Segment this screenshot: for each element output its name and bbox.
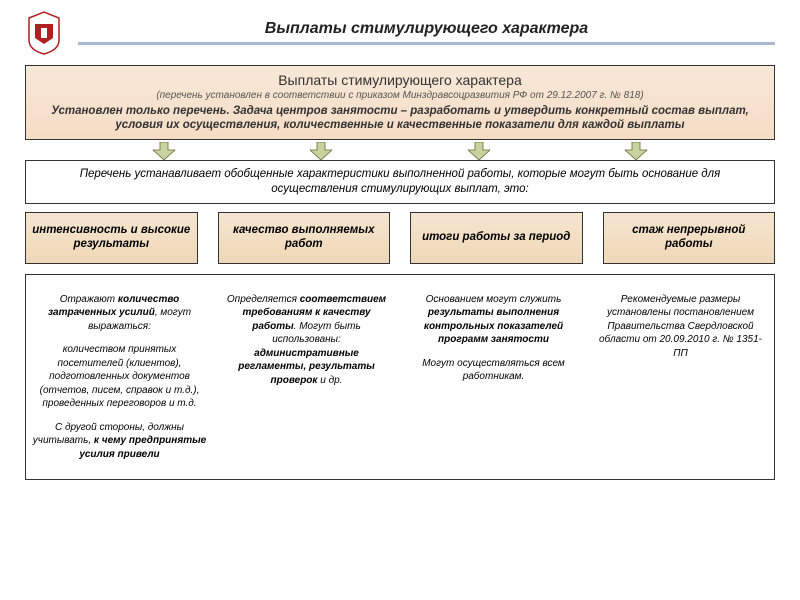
txt: к чему предпринятые усилия привели: [79, 435, 206, 460]
txt: Могут осуществляться всем работникам.: [406, 357, 581, 384]
perechen-text: Перечень устанавливает обобщенные характ…: [80, 168, 721, 195]
detail-col-2: Определяется соответствием требованиям к…: [213, 275, 400, 480]
category-box: итоги работы за период: [410, 212, 583, 264]
intro-sub: (перечень установлен в соответствии с пр…: [38, 90, 762, 101]
arrow-down-icon: [153, 142, 175, 160]
txt: Рекомендуемые размеры установлены постан…: [593, 293, 768, 361]
category-box: интенсивность и высокие результаты: [25, 212, 198, 264]
txt: и др.: [317, 375, 342, 386]
category-box: стаж непрерывной работы: [603, 212, 776, 264]
category-label: стаж непрерывной работы: [610, 224, 769, 252]
txt: Отражают: [60, 294, 118, 305]
detail-col-1: Отражают количество затраченных усилий, …: [26, 275, 213, 480]
intro-box: Выплаты стимулирующего характера (перече…: [25, 65, 775, 140]
txt: количеством принятых посетителей (клиент…: [32, 343, 207, 411]
header: Выплаты стимулирующего характера: [25, 10, 775, 55]
detail-col-4: Рекомендуемые размеры установлены постан…: [587, 275, 774, 480]
arrow-down-icon: [310, 142, 332, 160]
txt: Основанием могут служить: [426, 294, 562, 305]
arrow-row: [25, 142, 775, 160]
category-box: качество выполняемых работ: [218, 212, 391, 264]
page-title: Выплаты стимулирующего характера: [78, 20, 775, 42]
arrow-down-icon: [468, 142, 490, 160]
intro-heading: Выплаты стимулирующего характера: [38, 72, 762, 88]
perechen-box: Перечень устанавливает обобщенные характ…: [25, 160, 775, 204]
category-row: интенсивность и высокие результаты качес…: [25, 212, 775, 264]
category-label: итоги работы за период: [422, 231, 570, 245]
category-label: интенсивность и высокие результаты: [32, 224, 191, 252]
intro-bold: Установлен только перечень. Задача центр…: [38, 104, 762, 133]
details-row: Отражают количество затраченных усилий, …: [25, 274, 775, 481]
arrow-down-icon: [625, 142, 647, 160]
category-label: качество выполняемых работ: [225, 224, 384, 252]
txt: результаты выполнения контрольных показа…: [424, 307, 563, 345]
txt: Определяется: [227, 294, 300, 305]
txt: административные регламенты, результаты …: [238, 348, 375, 386]
coat-of-arms-icon: [25, 10, 63, 55]
detail-col-3: Основанием могут служить результаты выпо…: [400, 275, 587, 480]
